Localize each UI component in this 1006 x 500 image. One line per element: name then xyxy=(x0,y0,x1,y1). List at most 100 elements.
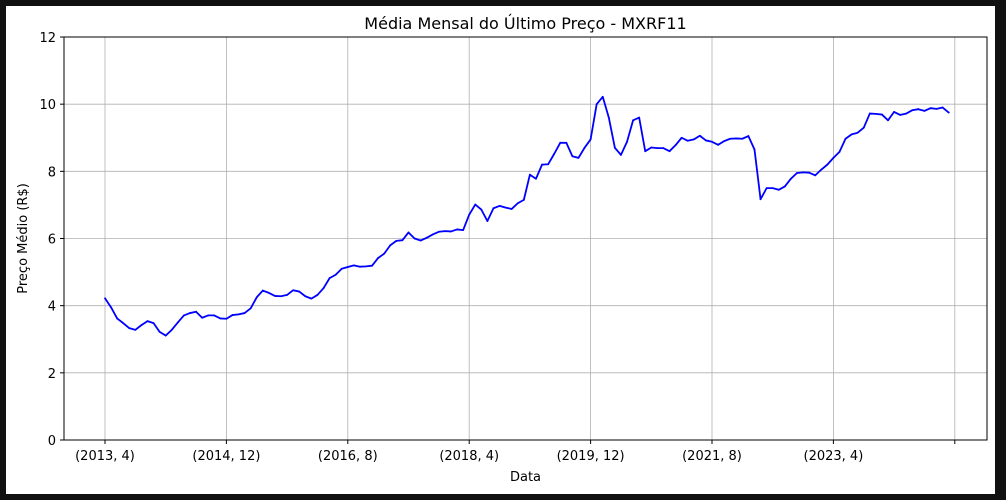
data-point xyxy=(444,230,446,233)
data-point xyxy=(911,109,914,112)
data-point xyxy=(747,135,750,137)
data-point xyxy=(832,157,835,159)
data-point xyxy=(170,328,173,331)
x-tick-label: (2018, 4) xyxy=(439,449,499,464)
data-point xyxy=(808,171,811,174)
data-point xyxy=(535,177,537,180)
data-point xyxy=(468,213,471,216)
data-point xyxy=(183,314,185,317)
data-point xyxy=(116,317,119,320)
data-point xyxy=(462,229,465,232)
data-point xyxy=(929,107,932,110)
data-point xyxy=(274,295,276,297)
data-point xyxy=(650,146,653,149)
line-chart: 0 2 4 6 8 10 12 (2013, 4) (2014, 12) (2016, 8) (20… xyxy=(6,6,995,494)
data-point xyxy=(176,321,179,324)
data-point xyxy=(189,312,191,314)
data-point xyxy=(577,157,580,159)
data-point xyxy=(486,220,489,222)
data-point xyxy=(492,207,495,210)
data-point xyxy=(316,294,319,296)
data-point xyxy=(140,324,143,327)
data-point xyxy=(802,171,804,174)
x-tick-label: (2013, 4) xyxy=(75,449,135,464)
data-point xyxy=(595,103,598,106)
data-point xyxy=(759,198,762,201)
data-point xyxy=(711,140,713,143)
data-point xyxy=(632,119,634,122)
x-tick-label: (2014, 12) xyxy=(192,449,260,464)
data-point xyxy=(796,172,798,174)
y-tick-label: 10 xyxy=(39,98,56,113)
series-line xyxy=(104,95,950,337)
data-point xyxy=(838,150,841,153)
y-axis-label: Preço Médio (R$) xyxy=(16,183,31,294)
data-point xyxy=(346,266,349,268)
data-point xyxy=(790,177,792,180)
data-point xyxy=(359,265,361,268)
data-point xyxy=(365,265,367,268)
data-point xyxy=(717,143,719,146)
y-tick-label: 12 xyxy=(39,31,56,46)
data-point xyxy=(887,119,889,122)
data-point xyxy=(128,327,131,330)
data-point xyxy=(201,316,204,319)
data-point xyxy=(626,140,628,143)
data-point xyxy=(243,312,246,314)
data-point xyxy=(407,231,410,234)
data-point xyxy=(935,107,938,110)
data-point xyxy=(474,203,477,206)
data-point xyxy=(340,267,343,270)
data-point xyxy=(777,188,780,191)
series-layer xyxy=(104,95,950,337)
data-point xyxy=(152,322,155,325)
data-point xyxy=(164,334,167,337)
data-point xyxy=(219,317,222,320)
data-point xyxy=(559,141,562,144)
data-point xyxy=(213,314,216,317)
x-tick-label: (2019, 12) xyxy=(557,449,625,464)
data-point xyxy=(601,95,604,98)
data-point xyxy=(620,153,622,156)
axis-ticks: 0 2 4 6 8 10 12 (2013, 4) (2014, 12) (2016, 8) (20… xyxy=(39,31,956,464)
data-point xyxy=(249,307,252,310)
data-point xyxy=(923,109,926,112)
data-point xyxy=(692,138,695,141)
data-point xyxy=(905,112,908,115)
grid xyxy=(64,36,987,441)
data-point xyxy=(680,136,683,139)
data-point xyxy=(771,187,774,190)
data-point xyxy=(280,295,282,298)
y-tick-label: 0 xyxy=(48,434,56,449)
data-point xyxy=(504,206,507,209)
data-point xyxy=(541,163,543,166)
data-point xyxy=(450,230,452,233)
y-tick-label: 2 xyxy=(48,367,56,382)
data-point xyxy=(856,131,859,134)
data-point xyxy=(383,252,386,255)
data-point xyxy=(292,289,295,292)
data-point xyxy=(723,140,726,143)
data-point xyxy=(395,239,398,242)
data-point xyxy=(583,146,586,149)
data-point xyxy=(498,205,501,207)
data-point xyxy=(662,147,665,150)
data-point xyxy=(516,202,519,205)
data-point xyxy=(850,133,853,136)
data-point xyxy=(686,139,689,142)
data-point xyxy=(510,208,513,210)
data-point xyxy=(110,306,112,309)
data-point xyxy=(425,236,428,239)
data-point xyxy=(134,328,137,331)
data-point xyxy=(158,330,161,333)
data-point xyxy=(377,257,380,259)
chart-title: Média Mensal do Último Preço - MXRF11 xyxy=(364,14,686,33)
data-point xyxy=(261,289,264,292)
data-point xyxy=(237,313,240,316)
data-point xyxy=(899,114,902,116)
data-point xyxy=(207,314,210,317)
data-point xyxy=(480,208,483,211)
data-point xyxy=(419,239,422,242)
data-point xyxy=(917,108,920,111)
data-point xyxy=(735,137,738,140)
